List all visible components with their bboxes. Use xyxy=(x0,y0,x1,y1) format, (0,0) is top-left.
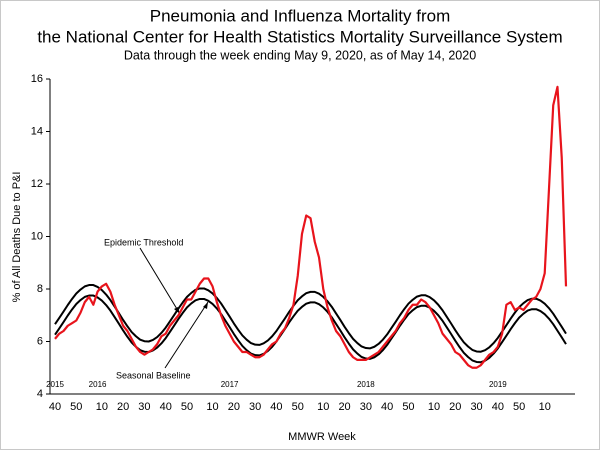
x-tick-label: 10 xyxy=(317,401,329,413)
plot xyxy=(54,85,568,369)
year-label: 2016 xyxy=(89,380,107,389)
x-tick-label: 50 xyxy=(181,401,193,413)
x-tick-label: 20 xyxy=(338,401,350,413)
x-tick-label: 50 xyxy=(402,401,414,413)
y-tick-label: 16 xyxy=(31,73,43,85)
x-tick-label: 20 xyxy=(117,401,129,413)
x-tick-label: 30 xyxy=(470,401,482,413)
x-tick-label: 40 xyxy=(49,401,61,413)
y-tick-label: 10 xyxy=(31,230,43,242)
annotation-arrow xyxy=(139,247,181,315)
x-tick-label: 50 xyxy=(513,401,525,413)
x-tick-label: 30 xyxy=(138,401,150,413)
annotation: Seasonal Baseline xyxy=(116,370,191,380)
x-tick-label: 10 xyxy=(96,401,108,413)
year-label: 2019 xyxy=(489,380,507,389)
x-tick-label: 20 xyxy=(228,401,240,413)
annotation: Epidemic Threshold xyxy=(104,237,183,247)
chart-title: the National Center for Health Statistic… xyxy=(37,27,562,46)
x-tick-label: 10 xyxy=(428,401,440,413)
y-axis-title: % of All Deaths Due to P&I xyxy=(11,172,23,303)
x-tick-label: 50 xyxy=(70,401,82,413)
series-line xyxy=(54,284,567,353)
y-tick-label: 14 xyxy=(31,125,43,137)
x-axis-title: MMWR Week xyxy=(288,431,356,443)
y-tick-label: 4 xyxy=(37,388,43,400)
arrow-head xyxy=(203,302,208,309)
year-label: 2015 xyxy=(46,380,64,389)
x-tick-label: 40 xyxy=(270,401,282,413)
annotation-arrow xyxy=(164,301,209,369)
x-tick-label: 50 xyxy=(292,401,304,413)
chart-title: Pneumonia and Influenza Mortality from xyxy=(150,6,451,25)
x-tick-label: 40 xyxy=(160,401,172,413)
year-label: 2017 xyxy=(221,380,239,389)
x-tick-label: 40 xyxy=(381,401,393,413)
y-tick-label: 12 xyxy=(31,178,43,190)
x-tick-label: 10 xyxy=(539,401,551,413)
x-tick-label: 20 xyxy=(449,401,461,413)
series-line xyxy=(54,294,567,364)
series-line xyxy=(54,85,568,369)
x-tick-label: 30 xyxy=(249,401,261,413)
x-tick-label: 40 xyxy=(492,401,504,413)
x-tick-label: 10 xyxy=(206,401,218,413)
y-tick-label: 6 xyxy=(37,335,43,347)
chart-subtitle: Data through the week ending May 9, 2020… xyxy=(124,48,476,62)
x-tick-label: 30 xyxy=(360,401,372,413)
y-tick-label: 8 xyxy=(37,283,43,295)
year-label: 2018 xyxy=(357,380,375,389)
